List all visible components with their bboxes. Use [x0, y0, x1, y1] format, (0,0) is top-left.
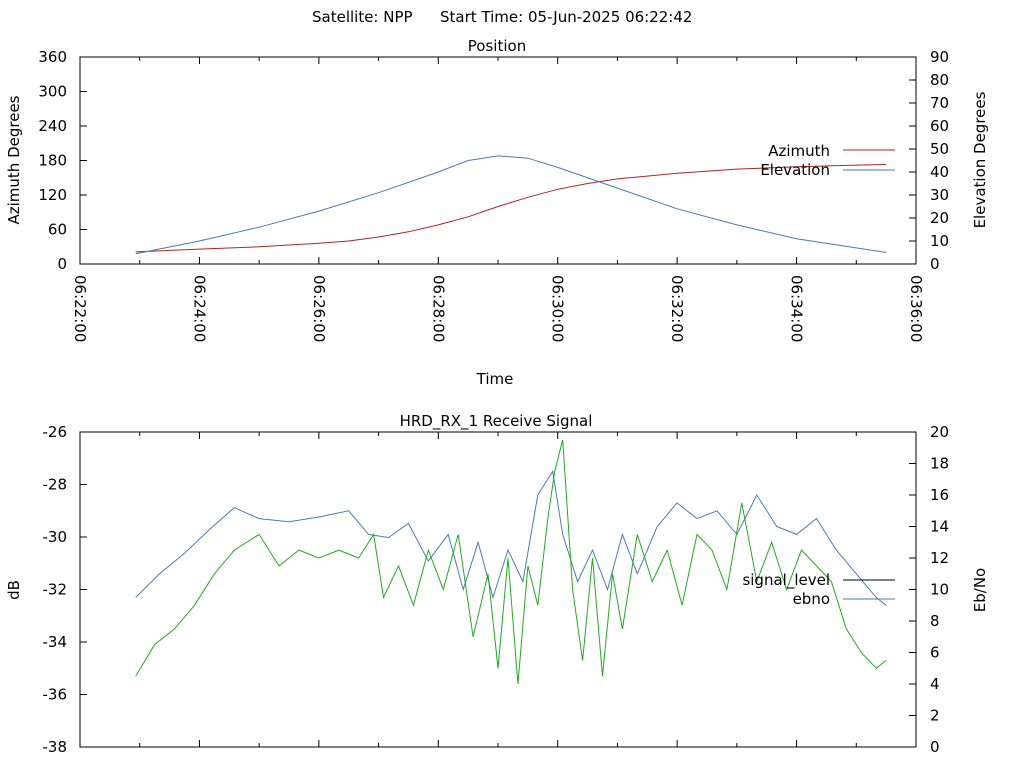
y-tick-label: 120	[38, 186, 67, 204]
signal-ylabel: dB	[5, 580, 23, 600]
signal-y-tick-labels: -38 -36 -34 -32 -30 -28 -26	[43, 423, 68, 756]
y2-tick-label: 16	[930, 486, 949, 504]
x-tick-label: 06:30:00	[549, 275, 567, 342]
x-tick-label: 06:26:00	[310, 275, 328, 342]
x-tick-label: 06:28:00	[429, 275, 447, 342]
y2-tick-label: 20	[930, 423, 949, 441]
y-tick-label: -32	[43, 581, 68, 599]
x-tick-label: 06:32:00	[668, 275, 686, 342]
y2-tick-label: 50	[930, 140, 949, 158]
y2-tick-label: 18	[930, 455, 949, 473]
x-tick-label: 06:24:00	[190, 275, 208, 342]
series-line-0	[135, 470, 887, 606]
y-tick-label: 0	[57, 255, 67, 273]
position-legend: Azimuth Elevation	[760, 142, 895, 179]
x-tick-label: 06:34:00	[788, 275, 806, 342]
y-tick-label: 300	[38, 83, 67, 101]
signal-title: HRD_RX_1 Receive Signal	[400, 412, 593, 431]
position-y2-tick-labels: 0 10 20 30 40 50 60 70 80 90	[930, 48, 949, 273]
y2-tick-label: 6	[930, 644, 940, 662]
y2-tick-label: 2	[930, 707, 940, 725]
header-satellite: Satellite: NPP	[312, 8, 413, 26]
y-tick-label: 60	[48, 221, 67, 239]
legend-signal-level-label: signal_level	[742, 571, 830, 590]
y2-tick-label: 40	[930, 163, 949, 181]
y2-tick-label: 90	[930, 48, 949, 66]
legend-azimuth-label: Azimuth	[768, 142, 830, 160]
position-y2label: Elevation Degrees	[971, 91, 989, 228]
signal-y2-tick-labels: 0 2 4 6 8 10 12 14 16 18 20	[930, 423, 949, 756]
position-xlabel: Time	[476, 370, 514, 388]
legend-elevation-label: Elevation	[760, 161, 830, 179]
series-line-1	[135, 155, 887, 255]
y2-tick-label: 0	[930, 738, 940, 756]
y-tick-label: -34	[43, 633, 68, 651]
header-start-time: Start Time: 05-Jun-2025 06:22:42	[440, 8, 692, 26]
y-tick-label: -30	[43, 528, 68, 546]
x-tick-label: 06:22:00	[71, 275, 89, 342]
y2-tick-label: 14	[930, 518, 949, 536]
y2-tick-label: 80	[930, 71, 949, 89]
position-title: Position	[468, 37, 526, 55]
y-tick-label: -36	[43, 686, 68, 704]
y-tick-label: 360	[38, 48, 67, 66]
y-tick-label: -26	[43, 423, 68, 441]
y2-tick-label: 60	[930, 117, 949, 135]
x-tick-label: 06:36:00	[907, 275, 925, 342]
y2-tick-label: 30	[930, 186, 949, 204]
y2-tick-label: 10	[930, 232, 949, 250]
y2-tick-label: 8	[930, 612, 940, 630]
y-tick-label: 180	[38, 152, 67, 170]
signal-plot-frame	[79, 431, 917, 748]
position-x-tick-labels: 06:22:00 06:24:00 06:26:00 06:28:00 06:30:00…	[71, 275, 925, 342]
position-y-tick-labels: 0 60 120 180 240 300 360	[38, 48, 67, 273]
y-tick-label: 240	[38, 117, 67, 135]
signal-y2label: Eb/No	[971, 568, 989, 612]
y-tick-label: -38	[43, 738, 68, 756]
series-line-0	[135, 164, 887, 253]
y2-tick-label: 4	[930, 675, 940, 693]
y-tick-label: -28	[43, 476, 68, 494]
series-line-1	[135, 439, 887, 685]
signal-legend: signal_level ebno	[742, 571, 895, 608]
y2-tick-label: 20	[930, 209, 949, 227]
y2-tick-label: 70	[930, 94, 949, 112]
y2-tick-label: 12	[930, 549, 949, 567]
legend-ebno-label: ebno	[793, 590, 830, 608]
y2-tick-label: 0	[930, 255, 940, 273]
position-ylabel: Azimuth Degrees	[5, 95, 23, 224]
y2-tick-label: 10	[930, 581, 949, 599]
